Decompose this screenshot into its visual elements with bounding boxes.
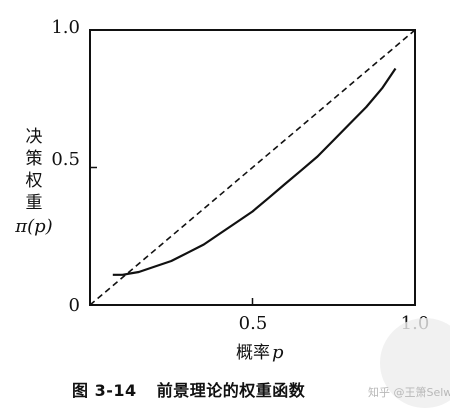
y-tick-1.0: 1.0 [51, 17, 80, 38]
x-axis-variable: p [272, 342, 284, 363]
y-tick-0.5: 0.5 [51, 149, 80, 170]
figure-number: 图 3-14 [72, 381, 137, 400]
y-axis-label-line-2: 策 [26, 149, 43, 169]
y-axis-label-line-3: 权 [26, 171, 43, 191]
x-axis-label: 概率 [236, 343, 270, 363]
weighting-function-curve [112, 67, 397, 276]
series-layer [89, 29, 416, 306]
watermark-text: 知乎 @王箫Selwa [368, 386, 450, 399]
figure-title: 前景理论的权重函数 [156, 381, 306, 400]
y-tick-0: 0 [69, 295, 80, 316]
y-axis-label-line-5: π(p) [14, 216, 52, 237]
reference-diagonal-line [89, 29, 416, 306]
x-tick-0.5: 0.5 [239, 313, 268, 334]
figure-caption: 图 3-14 前景理论的权重函数 [72, 377, 392, 403]
y-axis-label-line-4: 重 [26, 193, 43, 213]
watermark-badge-icon [380, 318, 450, 408]
tick-marks [90, 166, 254, 305]
y-axis-label-line-1: 决 [26, 127, 43, 147]
